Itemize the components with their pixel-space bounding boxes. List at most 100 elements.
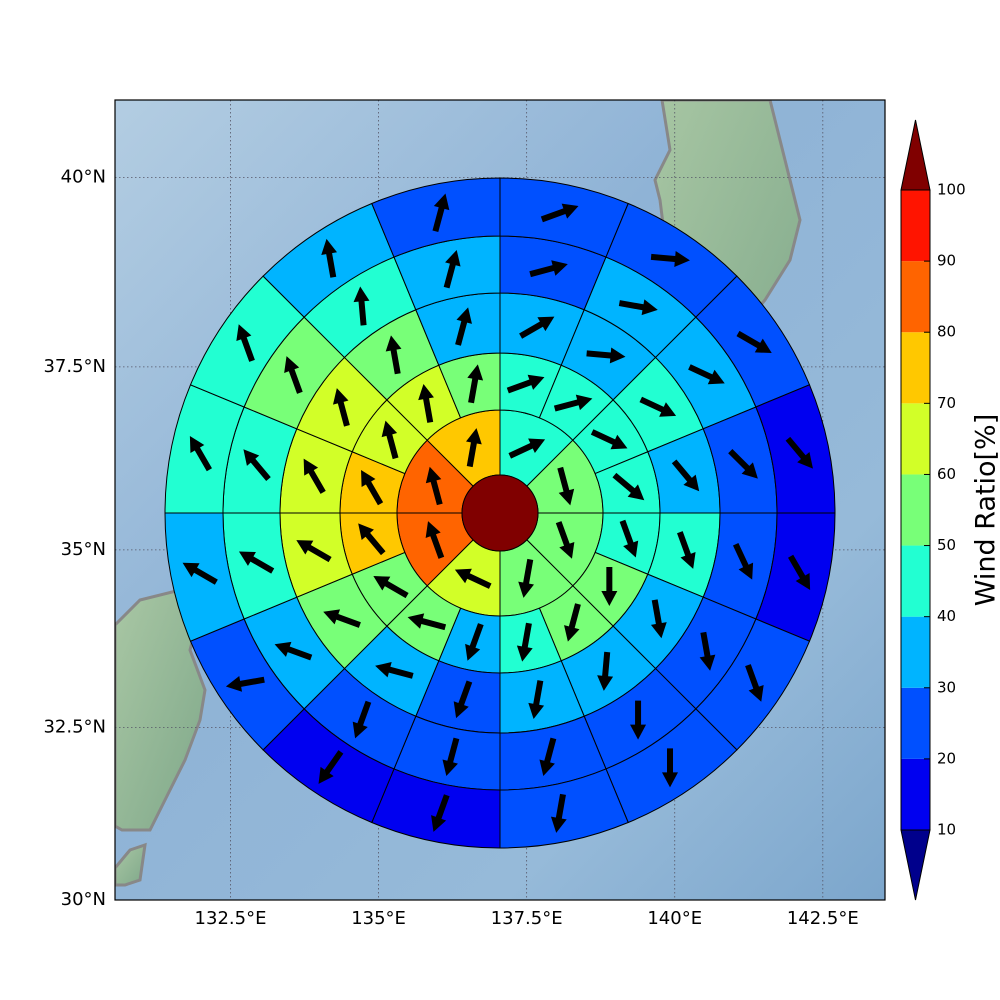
colorbar-segment: [901, 687, 930, 759]
wind-arrow: [425, 466, 443, 506]
wind-arrow: [516, 622, 533, 662]
wind-arrow: [303, 458, 326, 494]
wind-arrow: [284, 356, 303, 394]
wind-arrow: [612, 472, 645, 501]
wind-arrow: [323, 609, 361, 628]
wind-arrow: [590, 429, 628, 450]
wind-arrow: [597, 651, 614, 691]
wind-arrow: [586, 347, 626, 364]
wind-arrow: [699, 631, 716, 671]
wind-arrow: [732, 542, 754, 580]
wind-arrow: [550, 793, 567, 833]
colorbar-segment: [901, 474, 930, 546]
colorbar-tick-label: 10: [937, 821, 956, 839]
wind-arrow: [225, 675, 265, 692]
wind-arrow: [375, 661, 414, 679]
colorbar-label: Wind Ratio[%]: [971, 414, 1000, 606]
wind-arrow: [619, 519, 639, 558]
colorbar-segment: [901, 403, 930, 475]
wind-arrow: [728, 448, 758, 479]
wind-arrow: [788, 554, 811, 591]
wind-arrow: [352, 700, 372, 739]
colorbar-tick-label: 30: [937, 678, 956, 696]
colorbar-under: [900, 829, 931, 901]
wind-arrow: [443, 249, 461, 289]
wind-arrow: [318, 750, 344, 784]
wind-arrow: [785, 436, 813, 469]
cells: [164, 177, 836, 849]
wind-arrow: [650, 251, 690, 267]
wind-arrow: [296, 540, 332, 563]
wind-arrow: [466, 428, 482, 468]
x-tick-label: 142.5°E: [787, 908, 859, 929]
wind-arrow: [630, 700, 647, 740]
colorbar-frame: [900, 189, 931, 831]
colorbar: 10 20 30 40 50 60 70 80 90 100: [900, 119, 966, 901]
wind-arrow: [442, 737, 460, 777]
wind-arrow: [677, 531, 696, 569]
x-tick-label: 140°E: [647, 908, 702, 929]
arrows: [182, 193, 813, 833]
map-frame: [114, 99, 886, 901]
x-tick-label: 137.5°E: [491, 908, 563, 929]
colorbar-segment: [901, 545, 930, 617]
wind-arrow: [431, 794, 450, 832]
colorbar-over: [900, 119, 931, 191]
wind-arrow: [662, 748, 679, 788]
y-tick-label: 32.5°N: [43, 716, 106, 737]
wind-arrow: [601, 567, 618, 607]
wind-arrow: [528, 680, 545, 720]
wind-arrow: [453, 680, 473, 719]
colorbar-tick-label: 70: [937, 394, 956, 412]
y-tick-label: 35°N: [61, 539, 106, 560]
wind-arrow: [745, 664, 764, 702]
wind-arrow: [539, 737, 557, 777]
wind-arrow: [425, 521, 445, 559]
wind-arrow: [553, 394, 593, 412]
colorbar-segment: [901, 332, 930, 404]
colorbar-tick-label: 80: [937, 323, 956, 341]
wind-arrow: [455, 307, 472, 346]
wind-arrow: [639, 396, 677, 417]
wind-arrow: [189, 435, 212, 472]
wind-arrow: [564, 603, 581, 642]
center-disk: [461, 474, 539, 552]
wind-arrow: [506, 374, 545, 394]
wind-arrow: [361, 470, 384, 506]
ticks: 132.5°E 135°E 137.5°E 140°E 142.5°E 30°N 32.5°…: [43, 167, 858, 929]
wind-arrow: [182, 562, 218, 585]
wind-arrow: [508, 438, 546, 459]
y-tick-label: 40°N: [61, 167, 106, 188]
wind-arrow: [238, 551, 275, 574]
colorbar-tick-label: 40: [937, 607, 956, 625]
wind-arrow: [418, 383, 434, 423]
cell: [371, 177, 501, 258]
wind-arrow: [236, 324, 255, 362]
wind-arrow: [650, 599, 667, 639]
wind-arrow: [518, 558, 534, 598]
x-tick-label: 135°E: [351, 908, 406, 929]
wind-arrow: [243, 449, 271, 482]
x-tick-label: 132.5°E: [195, 908, 267, 929]
wind-arrow: [688, 364, 725, 385]
wind-arrow: [454, 568, 492, 589]
wind-arrow: [274, 641, 313, 661]
wind-arrow: [353, 286, 370, 326]
wind-arrow: [358, 523, 386, 556]
wind-arrow: [407, 613, 447, 631]
colorbar-tick-label: 90: [937, 252, 956, 270]
wind-arrow: [465, 623, 484, 661]
land: [115, 842, 147, 887]
y-tick-label: 30°N: [61, 889, 106, 910]
wind-arrow: [373, 576, 409, 599]
wind-arrow: [432, 193, 450, 233]
wind-arrow: [529, 260, 568, 278]
wind-arrow: [321, 238, 338, 278]
colorbar-tick-label: 20: [937, 749, 956, 767]
y-tick-label: 37.5°N: [43, 356, 106, 377]
colorbar-segment: [901, 261, 930, 333]
wind-arrow: [671, 459, 700, 492]
colorbar-segment: [901, 616, 930, 688]
colorbar-segment: [901, 758, 930, 830]
